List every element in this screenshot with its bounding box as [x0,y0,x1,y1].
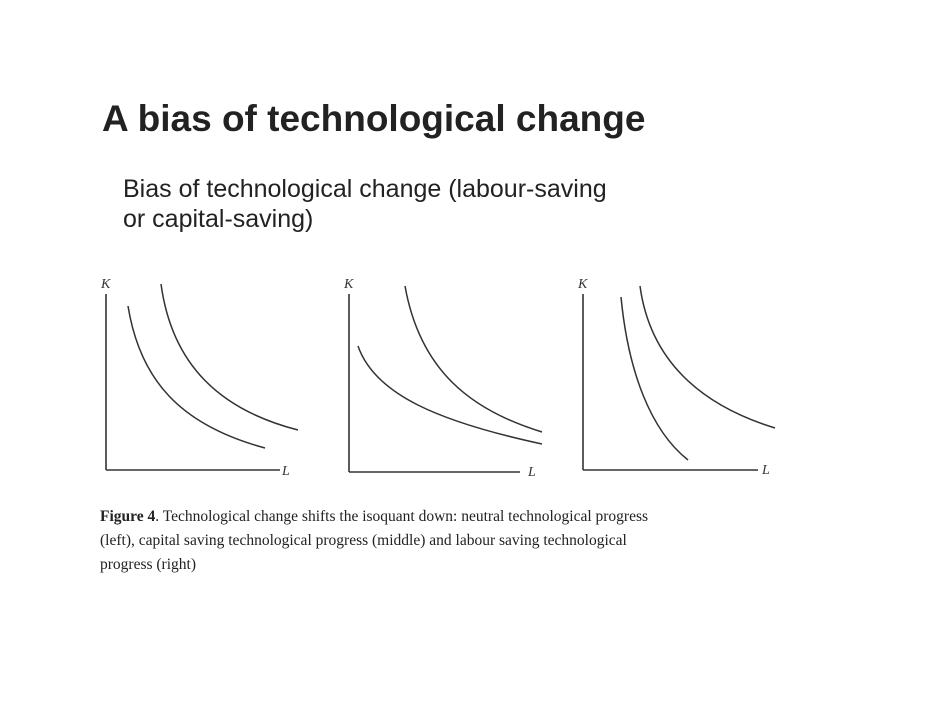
isoquant-diagrams: K L K L K L [100,277,776,480]
y-axis-label-labour-saving: K [577,277,588,292]
slide-body: Bias of technological change (labour-sav… [123,174,743,234]
panel-capital-saving: K L [343,277,543,480]
panel-labour-saving: K L [577,277,776,478]
figure-caption: Figure 4. Technological change shifts th… [100,505,780,577]
x-axis-label-capital-saving: L [527,465,536,480]
isoquant-new-labour-saving [620,296,689,461]
isoquant-new-neutral [127,305,266,449]
isoquant-old-neutral [160,283,299,431]
caption-line-2: (left), capital saving technological pro… [100,532,627,549]
y-axis-label-neutral: K [100,277,111,292]
slide-title: A bias of technological change [102,98,646,139]
caption-figure-label: Figure 4 [100,508,156,525]
panel-neutral: K L [100,277,299,479]
caption-line-1-text: . Technological change shifts the isoqua… [155,508,649,525]
caption-line-1: Figure 4. Technological change shifts th… [100,505,780,529]
caption-line-3: progress (right) [100,556,196,573]
body-line-1: Bias of technological change (labour-sav… [123,175,607,203]
y-axis-label-capital-saving: K [343,277,354,292]
body-line-2: or capital-saving) [123,205,314,233]
isoquant-old-labour-saving [639,285,776,429]
x-axis-label-labour-saving: L [761,463,770,478]
isoquant-new-capital-saving [357,345,543,445]
isoquant-figure: K L K L K L [0,260,942,490]
isoquant-old-capital-saving [404,285,543,433]
x-axis-label-neutral: L [281,464,290,479]
